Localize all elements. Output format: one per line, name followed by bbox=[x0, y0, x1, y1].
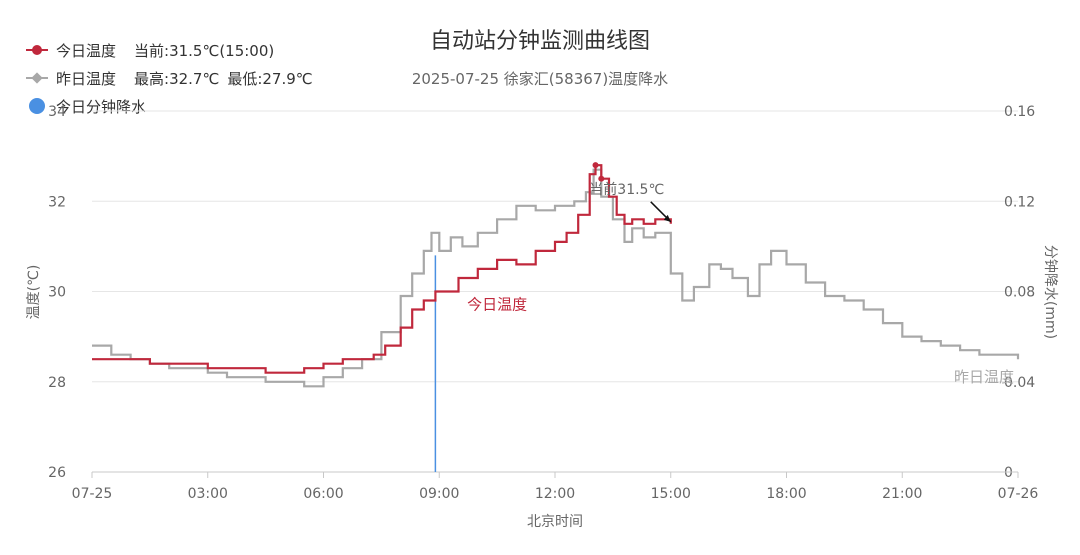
arrow-head-icon bbox=[663, 214, 671, 222]
diamond-marker-icon bbox=[26, 71, 48, 85]
x-tick-label: 07-25 bbox=[72, 486, 113, 502]
x-tick-label: 07-26 bbox=[998, 486, 1039, 502]
y-right-tick-label: 0.16 bbox=[1004, 104, 1035, 120]
legend-item-today[interactable]: 今日温度 当前:31.5℃(15:00) bbox=[26, 36, 321, 64]
y-right-tick-label: 0 bbox=[1004, 465, 1013, 481]
y-left-tick-label: 26 bbox=[48, 465, 66, 481]
y-left-tick-label: 28 bbox=[48, 375, 66, 391]
current-value-label: 当前31.5℃ bbox=[589, 181, 664, 198]
today-point bbox=[598, 175, 605, 182]
x-tick-label: 09:00 bbox=[419, 486, 459, 502]
y-left-tick-label: 32 bbox=[48, 194, 66, 210]
circle-marker-icon bbox=[26, 43, 48, 57]
today-temperature-line bbox=[92, 164, 672, 374]
yesterday-series-label: 昨日温度 bbox=[954, 368, 1014, 386]
y-left-tick-label: 30 bbox=[48, 285, 66, 301]
circle-marker-icon bbox=[26, 98, 48, 114]
chart-subtitle: 2025-07-25 徐家汇(58367)温度降水 bbox=[412, 70, 668, 88]
chart-title: 自动站分钟监测曲线图 bbox=[430, 29, 650, 54]
y-right-axis-title: 分钟降水(mm) bbox=[1042, 245, 1059, 339]
x-tick-label: 21:00 bbox=[882, 486, 922, 502]
y-right-tick-label: 0.12 bbox=[1004, 194, 1035, 210]
legend-stat: 最高:32.7℃ bbox=[134, 69, 220, 88]
x-tick-label: 03:00 bbox=[188, 486, 228, 502]
x-tick-label: 15:00 bbox=[651, 486, 691, 502]
y-right-tick-label: 0.04 bbox=[1004, 375, 1035, 391]
legend-stat: 当前:31.5℃(15:00) bbox=[134, 41, 275, 60]
today-series-label: 今日温度 bbox=[467, 296, 527, 314]
y-left-axis-title: 温度(℃) bbox=[26, 265, 42, 320]
x-tick-label: 18:00 bbox=[766, 486, 806, 502]
x-tick-label: 06:00 bbox=[303, 486, 343, 502]
y-right-tick-label: 0.08 bbox=[1004, 285, 1035, 301]
x-tick-label: 12:00 bbox=[535, 486, 575, 502]
legend-item-yesterday[interactable]: 昨日温度 最高:32.7℃ 最低:27.9℃ bbox=[26, 64, 321, 92]
y-left-tick-label: 34 bbox=[48, 104, 66, 120]
legend-label: 今日温度 bbox=[56, 41, 117, 60]
legend-label: 昨日温度 bbox=[56, 69, 117, 88]
yesterday-temperature-line bbox=[92, 168, 1020, 388]
x-axis-title: 北京时间 bbox=[527, 514, 583, 530]
legend-stat: 最低:27.9℃ bbox=[227, 69, 313, 88]
today-peak-point bbox=[592, 162, 599, 169]
